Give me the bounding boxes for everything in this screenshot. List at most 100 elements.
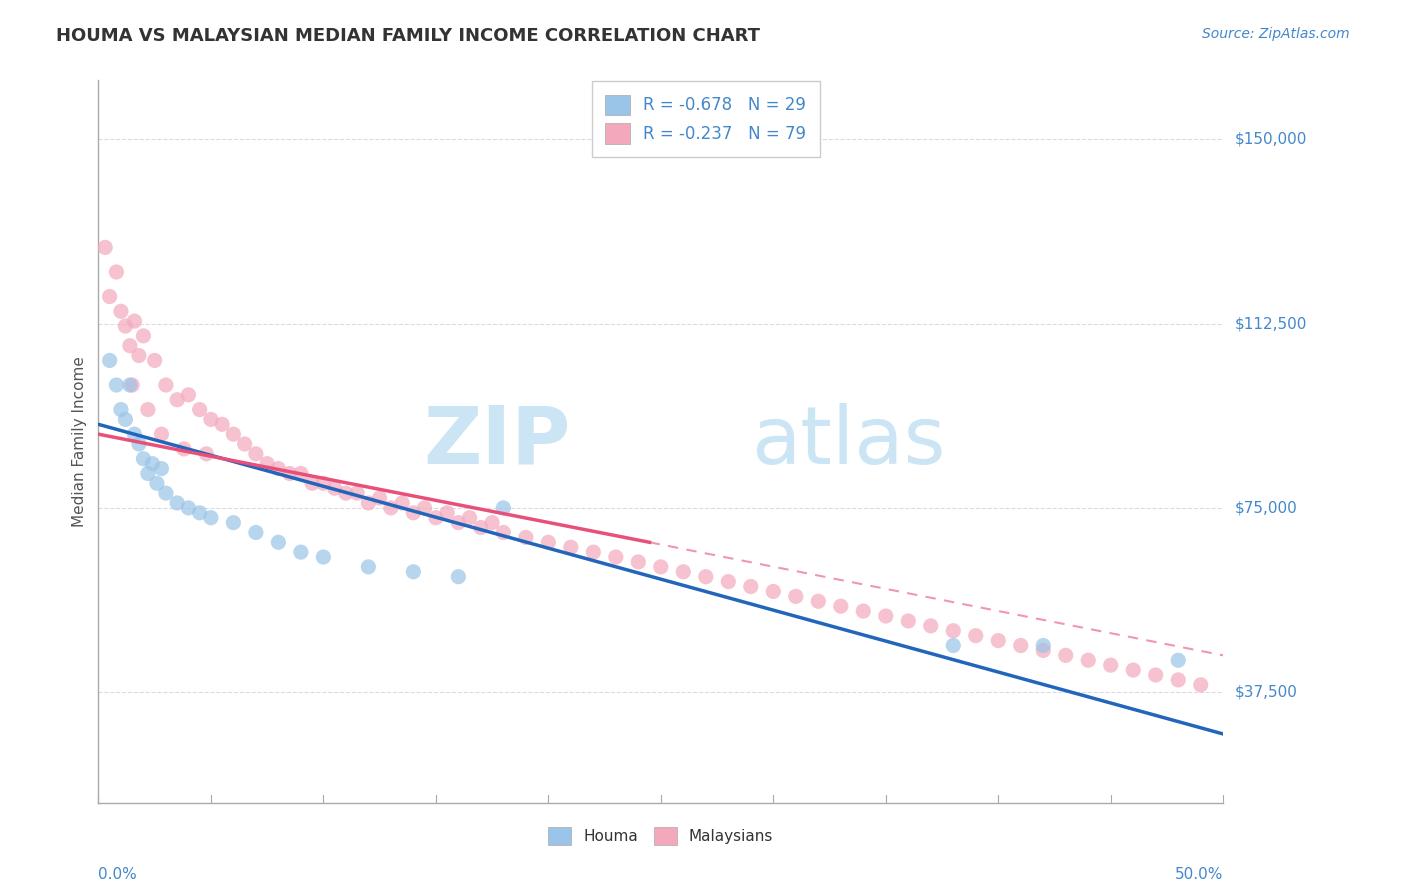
Point [920,619,942,633]
Point [1032,639,1054,653]
Point [1010,639,1032,653]
Point [132,451,155,466]
Point [245,447,267,461]
Point [118,339,141,353]
Point [897,614,920,628]
Point [290,467,312,481]
Point [290,545,312,559]
Point [312,476,335,491]
Point [413,500,436,515]
Point [166,392,188,407]
Point [852,604,875,618]
Point [1077,653,1099,667]
Point [391,496,413,510]
Legend: Houma, Malaysians: Houma, Malaysians [541,819,780,853]
Point [98,289,121,303]
Point [650,560,672,574]
Point [200,412,222,426]
Point [155,486,177,500]
Point [357,560,380,574]
Point [515,530,537,544]
Point [458,510,481,524]
Point [256,457,278,471]
Text: $37,500: $37,500 [1234,685,1298,699]
Point [278,467,301,481]
Point [150,427,173,442]
Point [121,378,143,392]
Point [200,510,222,524]
Point [357,496,380,510]
Point [436,506,458,520]
Point [173,442,195,456]
Point [1032,643,1054,657]
Point [605,549,627,564]
Point [425,510,447,524]
Point [672,565,695,579]
Point [267,461,290,475]
Point [492,500,515,515]
Point [380,500,402,515]
Point [785,590,807,604]
Point [222,516,245,530]
Point [177,500,200,515]
Point [942,639,965,653]
Point [233,437,256,451]
Point [128,437,150,451]
Point [987,633,1010,648]
Point [965,629,987,643]
Text: 50.0%: 50.0% [1175,867,1223,881]
Point [146,476,169,491]
Text: $75,000: $75,000 [1234,500,1298,516]
Point [211,417,233,432]
Point [1054,648,1077,663]
Point [368,491,391,505]
Y-axis label: Median Family Income: Median Family Income [72,356,87,527]
Point [695,570,717,584]
Point [1122,663,1144,677]
Point [481,516,503,530]
Point [537,535,560,549]
Point [195,447,218,461]
Point [335,486,357,500]
Point [141,457,163,471]
Text: $150,000: $150,000 [1234,132,1306,147]
Point [136,402,159,417]
Point [942,624,965,638]
Point [245,525,267,540]
Point [128,349,150,363]
Point [188,506,211,520]
Point [143,353,166,368]
Point [114,412,136,426]
Point [301,476,323,491]
Point [177,388,200,402]
Point [582,545,605,559]
Text: 0.0%: 0.0% [98,867,138,881]
Point [875,609,897,624]
Point [188,402,211,417]
Point [114,319,136,334]
Point [98,353,121,368]
Point [402,506,425,520]
Point [110,402,132,417]
Point [124,314,146,328]
Point [740,580,762,594]
Point [1144,668,1167,682]
Point [1099,658,1122,673]
Point [267,535,290,549]
Point [222,427,245,442]
Text: atlas: atlas [751,402,945,481]
Text: ZIP: ZIP [423,402,571,481]
Point [447,516,470,530]
Point [470,520,492,534]
Point [118,378,141,392]
Point [627,555,650,569]
Point [1167,673,1189,687]
Point [346,486,368,500]
Point [105,265,128,279]
Point [1189,678,1212,692]
Point [105,378,128,392]
Text: $112,500: $112,500 [1234,316,1306,331]
Point [136,467,159,481]
Point [124,427,146,442]
Point [155,378,177,392]
